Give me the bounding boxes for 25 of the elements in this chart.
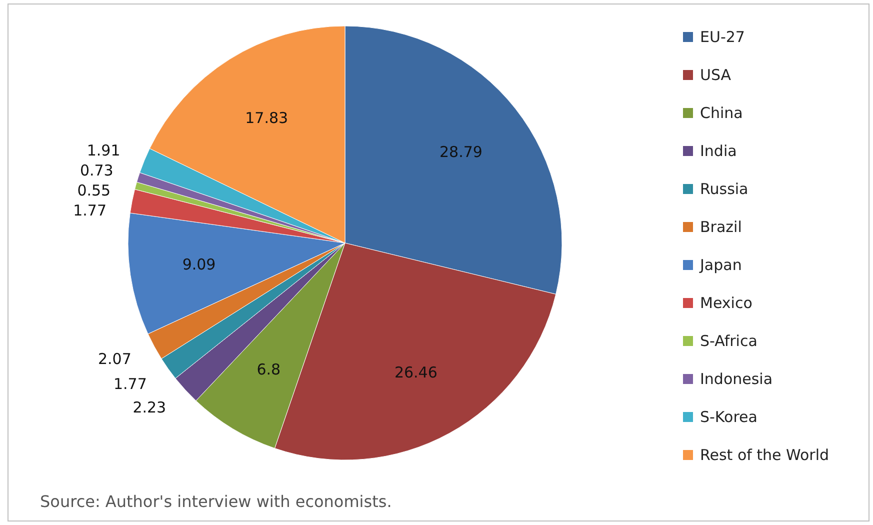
legend-label: Brazil bbox=[700, 218, 742, 236]
data-label: 0.55 bbox=[77, 181, 111, 200]
legend-label: S-Korea bbox=[700, 408, 758, 426]
legend-label: Mexico bbox=[700, 294, 752, 312]
data-label: 9.09 bbox=[182, 256, 216, 274]
legend-label: China bbox=[700, 104, 743, 122]
data-label: 17.83 bbox=[245, 108, 288, 127]
legend-label: S-Africa bbox=[700, 332, 758, 350]
data-label: 26.46 bbox=[394, 363, 438, 382]
source-note: Source: Author's interview with economists. bbox=[40, 492, 392, 511]
legend-label: Russia bbox=[700, 180, 748, 198]
legend-label: Indonesia bbox=[700, 370, 773, 388]
legend-label: EU-27 bbox=[700, 28, 745, 46]
data-label: 2.23 bbox=[132, 398, 166, 417]
data-label: 2.07 bbox=[98, 350, 132, 368]
legend-label: Japan bbox=[699, 256, 742, 274]
legend-label: USA bbox=[700, 66, 732, 84]
data-label: 1.77 bbox=[73, 201, 107, 220]
data-label: 0.73 bbox=[80, 161, 114, 180]
legend-label: Rest of the World bbox=[700, 446, 830, 464]
data-label: 6.8 bbox=[256, 360, 281, 378]
data-label: 28.79 bbox=[440, 142, 482, 161]
legend-label: India bbox=[700, 142, 737, 160]
data-label: 1.91 bbox=[86, 141, 120, 160]
data-label: 1.77 bbox=[114, 374, 147, 393]
